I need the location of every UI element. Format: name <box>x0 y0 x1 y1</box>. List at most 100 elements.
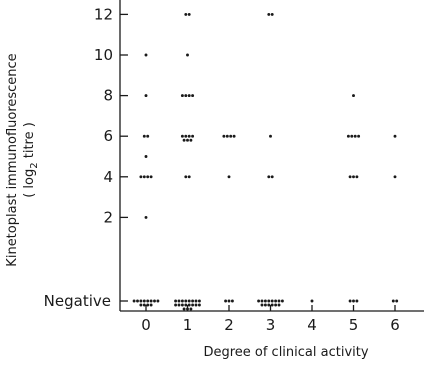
data-point <box>184 134 188 138</box>
data-point <box>350 134 354 138</box>
data-point <box>194 303 198 307</box>
data-point <box>352 299 355 303</box>
x-tick-label: 4 <box>307 316 317 334</box>
data-point <box>270 12 274 16</box>
data-point <box>149 303 153 307</box>
data-point <box>174 299 178 303</box>
data-point <box>187 299 191 303</box>
y-tick-label: 2 <box>103 208 113 226</box>
data-point <box>274 299 278 303</box>
y-ticks: 2468101214 <box>94 5 128 302</box>
data-point <box>136 299 139 303</box>
data-point <box>146 134 150 138</box>
data-point <box>144 53 148 57</box>
y-tick-label: 10 <box>94 46 113 64</box>
data-point <box>310 299 314 303</box>
data-point <box>257 299 261 303</box>
data-point <box>180 134 184 138</box>
axes <box>119 0 424 312</box>
data-point <box>139 175 143 179</box>
data-point <box>267 175 271 179</box>
data-point <box>352 175 355 179</box>
data-point <box>277 303 281 307</box>
data-point <box>267 12 271 16</box>
data-point <box>139 303 143 307</box>
y-tick-label: 6 <box>103 127 113 145</box>
data-point <box>132 299 136 303</box>
data-point <box>194 299 198 303</box>
y-axis-title-subscript: 2 <box>29 162 40 168</box>
data-point <box>222 134 226 138</box>
data-point <box>270 175 274 179</box>
data-point <box>184 303 188 307</box>
data-point <box>269 134 272 138</box>
data-point <box>187 94 191 98</box>
data-point <box>395 299 399 303</box>
data-point <box>263 303 267 307</box>
data-point <box>346 134 350 138</box>
data-point <box>197 299 201 303</box>
data-point <box>146 175 150 179</box>
data-point <box>149 175 153 179</box>
data-point <box>393 134 397 138</box>
data-point <box>187 134 191 138</box>
data-point <box>177 303 181 307</box>
data-point <box>191 303 195 307</box>
data-point <box>393 175 397 179</box>
data-point <box>224 299 228 303</box>
data-point <box>144 215 148 219</box>
data-point <box>352 94 355 98</box>
data-point <box>184 299 188 303</box>
data-point <box>146 303 150 307</box>
data-point <box>142 175 146 179</box>
data-point <box>187 175 191 179</box>
data-point <box>348 299 352 303</box>
data-point <box>182 307 186 311</box>
data-point <box>270 299 274 303</box>
x-tick-label: 6 <box>390 316 400 334</box>
data-point <box>180 303 184 307</box>
data-point <box>144 155 148 158</box>
y-axis-title-suffix: titre ) <box>22 122 37 162</box>
data-point <box>270 303 274 307</box>
data-point <box>184 175 188 179</box>
data-point <box>197 303 201 307</box>
data-point <box>149 299 153 303</box>
data-point <box>263 299 267 303</box>
data-point <box>142 303 146 307</box>
data-points <box>132 12 399 311</box>
data-point <box>182 138 186 142</box>
data-point <box>142 134 146 138</box>
data-point <box>177 299 181 303</box>
data-point <box>355 299 359 303</box>
data-point <box>227 299 231 303</box>
data-point <box>139 299 143 303</box>
data-point <box>153 299 156 303</box>
x-tick-label: 3 <box>266 316 276 334</box>
data-point <box>348 175 352 179</box>
data-point <box>146 299 150 303</box>
data-point <box>227 175 231 179</box>
data-point <box>186 307 189 311</box>
x-tick-label: 0 <box>141 316 151 334</box>
data-point <box>230 299 234 303</box>
data-point <box>229 134 233 138</box>
data-point <box>260 303 264 307</box>
data-point <box>232 134 236 138</box>
data-point <box>186 138 189 142</box>
data-point <box>260 299 264 303</box>
data-point <box>191 299 195 303</box>
x-tick-label: 2 <box>224 316 234 334</box>
data-point <box>355 175 359 179</box>
data-point <box>189 138 193 142</box>
data-point <box>142 299 146 303</box>
y-tick-label: 8 <box>103 87 113 105</box>
data-point <box>391 299 395 303</box>
data-point <box>187 12 191 16</box>
data-point <box>267 299 271 303</box>
data-point <box>225 134 229 138</box>
data-point <box>191 94 195 98</box>
data-point <box>180 299 184 303</box>
data-point <box>280 299 284 303</box>
data-point <box>174 303 178 307</box>
